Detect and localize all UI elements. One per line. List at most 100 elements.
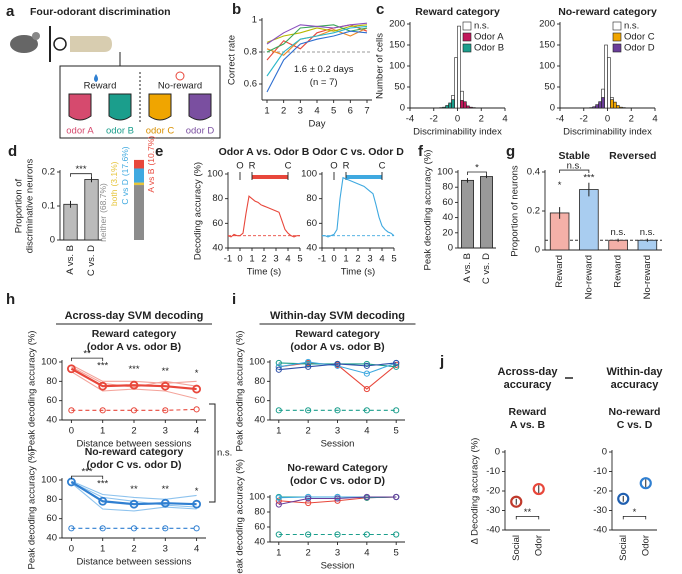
y-tick-label: 0 <box>535 245 540 256</box>
annotation: ** <box>162 484 170 495</box>
odor-box <box>59 65 221 139</box>
histogram-bar <box>457 25 461 109</box>
data-point <box>363 385 370 393</box>
chart: No-reward category(odor C vs. odor D)406… <box>27 446 206 570</box>
data-point <box>129 499 139 509</box>
odor-label: odor D <box>186 126 215 137</box>
y-tick-label: 100 <box>389 61 405 72</box>
legend-swatch <box>462 32 472 42</box>
series-line <box>278 362 397 371</box>
data-point <box>393 363 400 370</box>
histogram-bar <box>442 106 446 109</box>
segment-value-label: (68.7%) <box>98 183 108 213</box>
event-label: O <box>330 161 337 172</box>
annotation: n.s. <box>640 227 655 238</box>
x-tick-label: Social <box>511 535 522 561</box>
chart: b 0.6 0.8 1 1 2 3 4 5 6 7 Day Correct rate 1.6 ± 0.2 … <box>227 1 372 130</box>
y-tick-label: 60 <box>254 395 265 406</box>
y-tick-label: 80 <box>212 193 223 204</box>
data-point <box>192 499 202 509</box>
x-tick-label: 2 <box>131 544 136 555</box>
data-point <box>162 525 169 532</box>
significance-bracket <box>70 173 92 177</box>
data-point <box>160 381 170 391</box>
y-axis-label: Peak decoding accuracy (%) <box>235 459 246 574</box>
significance-label: *** <box>75 164 86 175</box>
x-tick-label: 3 <box>335 426 340 437</box>
histogram-bar <box>613 101 617 109</box>
y-tick-label: -30 <box>486 505 500 516</box>
significance-bracket <box>515 515 540 520</box>
bar <box>579 189 599 251</box>
x-tick-label: Reward <box>613 255 624 288</box>
data-point <box>68 407 75 414</box>
chart-title: No-reward category <box>558 6 657 18</box>
x-tick-label: C vs. D <box>481 253 492 284</box>
chart: h Across-day SVM decoding Reward category(… <box>6 291 212 451</box>
histogram-bar <box>460 100 464 109</box>
x-tick-label: 3 <box>298 106 303 117</box>
series-line <box>227 195 300 238</box>
annotation: 1.6 ± 0.2 days <box>294 64 354 75</box>
legend-swatch <box>462 21 472 31</box>
bar <box>480 176 493 249</box>
mean-point <box>510 495 523 508</box>
event-label: R <box>249 161 256 172</box>
legend-label: Odor B <box>474 43 504 54</box>
y-tick-label: 100 <box>249 492 265 503</box>
data-point <box>363 362 370 369</box>
tube <box>148 93 172 121</box>
data-point <box>305 531 312 538</box>
y-axis-label: Peak decoding accuracy (%) <box>423 150 434 271</box>
y-tick-label: 80 <box>306 193 317 204</box>
segment-name: A vs B <box>146 168 156 192</box>
y-tick-label: 0.2 <box>527 206 540 217</box>
significance-bracket <box>622 515 647 520</box>
x-tick-label: 4 <box>285 254 290 265</box>
data-point <box>334 495 341 502</box>
segment-value-label: (17.6%) <box>120 146 130 176</box>
data-point <box>363 370 370 377</box>
data-point <box>393 361 400 368</box>
chart: g 0 0.2 0.4 Reward No-reward Reward No-reward Pr… <box>506 143 662 299</box>
mouse-ear <box>32 32 40 40</box>
data-point <box>130 407 138 414</box>
chart-title: Reward <box>509 406 547 418</box>
significance-label: ** <box>524 507 532 518</box>
event-label: C <box>285 161 292 172</box>
y-tick-label: 0 <box>400 103 405 114</box>
group-label: Reversed <box>609 150 656 162</box>
data-point <box>334 360 341 368</box>
y-axis-label: Peak decoding accuracy (%) <box>27 449 38 570</box>
significance-label: * <box>475 163 479 174</box>
event-label: C <box>379 161 386 172</box>
series-line <box>70 367 197 391</box>
x-tick-label: 0 <box>331 254 336 265</box>
data-point <box>275 407 282 414</box>
x-tick-label: 2 <box>131 426 136 437</box>
x-tick-label: 3 <box>273 254 278 265</box>
series-line <box>278 361 397 375</box>
histogram-bar <box>616 105 620 109</box>
series-line <box>266 24 368 43</box>
diagram-title: Four-odorant discrimination <box>30 6 171 18</box>
y-tick-label: 50 <box>544 82 555 93</box>
x-axis-label: Distance between sessions <box>76 557 191 568</box>
panel-header: Across-day <box>498 366 559 378</box>
x-tick-label: -1 <box>224 254 232 265</box>
x-tick-label: 2 <box>261 254 266 265</box>
data-point <box>334 362 341 369</box>
y-tick-label: 0.6 <box>244 79 257 90</box>
reward-label: Reward <box>84 81 117 92</box>
panel-label: h <box>6 291 15 308</box>
mean-point <box>532 482 545 496</box>
data-point <box>98 496 108 506</box>
annotation: *** <box>97 478 108 489</box>
series-line <box>266 24 368 53</box>
legend-label: n.s. <box>624 21 639 32</box>
x-tick-label: 1 <box>100 544 105 555</box>
event-label: R <box>343 161 350 172</box>
water-icon <box>94 74 98 82</box>
series-line <box>71 408 197 411</box>
